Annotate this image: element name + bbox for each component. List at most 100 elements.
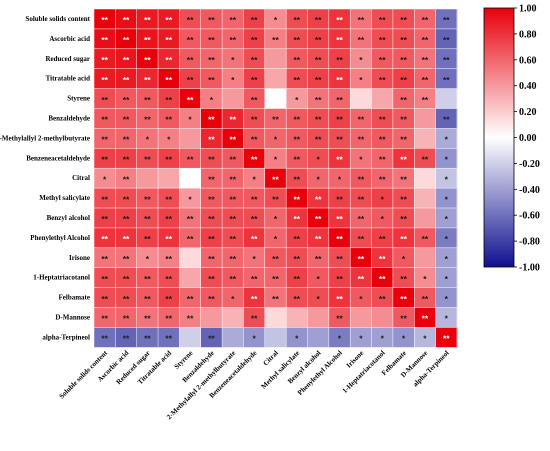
significance-marker: ** <box>379 35 386 45</box>
heatmap-cell <box>371 108 394 129</box>
significance-marker: ** <box>144 55 151 65</box>
heatmap-cell <box>328 28 351 50</box>
significance-marker: ** <box>165 115 172 125</box>
significance-marker: ** <box>400 55 407 65</box>
heatmap-cell <box>328 267 351 288</box>
heatmap-cell <box>307 128 330 149</box>
significance-marker: ** <box>400 274 407 284</box>
significance-marker: ** <box>165 95 172 105</box>
heatmap-cell <box>286 227 308 249</box>
colorbar-tick-label: -0.40 <box>519 185 540 196</box>
heatmap-cell <box>307 247 330 269</box>
significance-marker: ** <box>315 35 322 45</box>
heatmap-cell <box>243 128 266 149</box>
significance-marker: ** <box>272 174 279 184</box>
heatmap-cell <box>158 48 180 70</box>
colorbar-tick-label: 0.20 <box>519 107 537 118</box>
heatmap-cell <box>286 208 308 229</box>
significance-marker: ** <box>294 75 301 85</box>
heatmap-cell <box>222 188 244 209</box>
heatmap-cell <box>371 247 394 269</box>
significance-marker: ** <box>251 135 258 145</box>
significance-marker: * <box>146 135 150 145</box>
significance-marker: ** <box>443 115 450 125</box>
heatmap-cell <box>286 247 308 269</box>
significance-marker: ** <box>229 274 236 284</box>
significance-marker: ** <box>358 174 365 184</box>
significance-marker: ** <box>251 294 258 304</box>
significance-marker: ** <box>400 75 407 85</box>
heatmap-cell <box>115 247 138 269</box>
heatmap-cell <box>264 227 287 249</box>
significance-marker: ** <box>208 194 215 204</box>
significance-marker: ** <box>165 314 172 324</box>
heatmap-cell <box>94 188 116 209</box>
heatmap-cell <box>392 208 415 229</box>
heatmap-cell <box>264 247 287 269</box>
heatmap-cell <box>286 9 308 30</box>
significance-marker: ** <box>379 174 386 184</box>
heatmap-cell <box>222 68 244 89</box>
significance-marker: ** <box>101 194 108 204</box>
significance-marker: ** <box>294 174 301 184</box>
significance-marker: ** <box>187 155 194 165</box>
heatmap-cell <box>243 227 266 249</box>
heatmap-cell <box>136 168 159 189</box>
heatmap-cell <box>222 307 244 328</box>
heatmap-cell <box>94 9 116 30</box>
significance-marker: * <box>274 155 278 165</box>
significance-markers: ** ** ** ** ** ** ** ** * ** ** ** ** ** ** ** **** ** ** *… <box>101 15 450 343</box>
heatmap-cell <box>200 168 223 189</box>
heatmap-cell <box>435 307 458 328</box>
significance-marker: ** <box>336 274 343 284</box>
heatmap-cell <box>136 88 159 109</box>
significance-marker: ** <box>229 35 236 45</box>
heatmap-cell <box>115 9 138 30</box>
heatmap-cell <box>179 88 202 109</box>
significance-marker: ** <box>229 135 236 145</box>
significance-marker: ** <box>101 55 108 65</box>
heatmap-cell <box>371 188 394 209</box>
heatmap-cell <box>222 108 244 129</box>
significance-marker: ** <box>101 214 108 224</box>
heatmap-cell <box>200 208 223 229</box>
heatmap-cell <box>200 267 223 288</box>
colorbar-tick-label: 0.80 <box>519 29 537 40</box>
significance-marker: ** <box>187 35 194 45</box>
significance-marker: ** <box>208 35 215 45</box>
significance-marker: ** <box>144 274 151 284</box>
heatmap-cell <box>264 168 287 189</box>
significance-marker: ** <box>315 135 322 145</box>
significance-marker: ** <box>336 15 343 25</box>
heatmap-cell <box>286 28 308 50</box>
significance-marker: ** <box>315 115 322 125</box>
significance-marker: ** <box>123 55 130 65</box>
significance-marker: ** <box>358 234 365 244</box>
heatmap-cell <box>179 287 202 308</box>
row-label: Styrene <box>67 95 90 103</box>
significance-marker: ** <box>379 155 386 165</box>
significance-marker: ** <box>229 15 236 25</box>
significance-marker: ** <box>272 294 279 304</box>
heatmap-cell <box>392 327 415 348</box>
colorbar-tick-label: 0.40 <box>519 81 537 92</box>
significance-marker: ** <box>443 15 450 25</box>
heatmap-cell <box>328 48 351 70</box>
heatmap-cell <box>264 108 287 129</box>
heatmap-cell <box>243 307 266 328</box>
significance-marker: ** <box>443 55 450 65</box>
significance-marker: ** <box>208 75 215 85</box>
significance-marker: ** <box>208 115 215 125</box>
colorbar-tick-label: -0.60 <box>519 211 540 222</box>
colorbar-tick-label: 0.60 <box>519 55 537 66</box>
significance-marker: ** <box>294 155 301 165</box>
heatmap-cell <box>222 208 244 229</box>
significance-marker: ** <box>101 135 108 145</box>
significance-marker: ** <box>208 234 215 244</box>
heatmap-cell <box>414 148 436 169</box>
significance-marker: * <box>274 135 278 145</box>
significance-marker: ** <box>294 234 301 244</box>
heatmap-cell <box>328 208 351 229</box>
heatmap-cell <box>264 208 287 229</box>
significance-marker: ** <box>336 95 343 105</box>
